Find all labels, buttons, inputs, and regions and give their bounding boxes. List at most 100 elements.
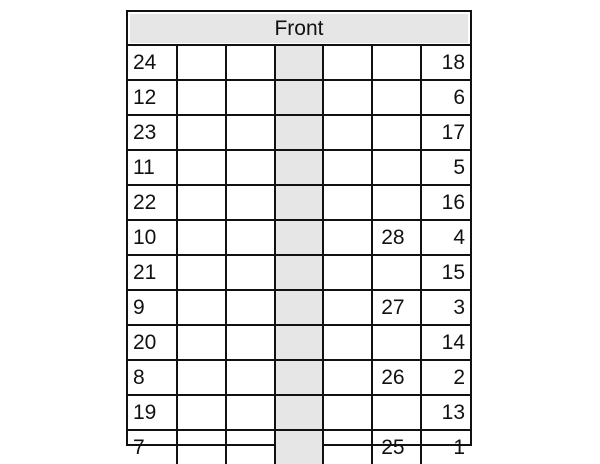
seat-cell: 15 — [420, 254, 470, 291]
seat-cell — [175, 149, 227, 186]
aisle-cell — [273, 184, 325, 221]
seat-row: 12 6 — [128, 79, 470, 116]
seat-cell — [175, 46, 227, 81]
seat-cell: 10 — [128, 219, 178, 256]
seat-cell — [322, 289, 374, 326]
seat-cell — [322, 114, 374, 151]
seat-cell — [224, 429, 276, 464]
aisle-cell — [273, 429, 325, 464]
seat-grid: 24 18 12 6 23 17 11 5 22 16 10 28 4 21 15 9 27 3 20 14 8 26 2 1… — [128, 46, 470, 464]
seat-cell: 9 — [128, 289, 178, 326]
seat-cell — [322, 359, 374, 396]
seat-cell — [224, 359, 276, 396]
seat-cell: 21 — [128, 254, 178, 291]
seat-cell — [175, 254, 227, 291]
seat-cell: 1 — [420, 429, 470, 464]
seat-cell — [175, 429, 227, 464]
seat-cell — [224, 219, 276, 256]
seat-cell — [322, 149, 374, 186]
seat-cell — [322, 46, 374, 81]
seat-cell — [175, 219, 227, 256]
seat-cell — [322, 79, 374, 116]
seat-cell: 16 — [420, 184, 470, 221]
aisle-cell — [273, 254, 325, 291]
seating-chart: Front 24 18 12 6 23 17 11 5 22 16 10 28 4 21 15 9 27 3 20 1… — [126, 10, 472, 464]
seat-cell: 24 — [128, 46, 178, 81]
seat-cell — [175, 324, 227, 361]
seat-row: 10 28 4 — [128, 219, 470, 256]
aisle-cell — [273, 79, 325, 116]
seat-cell: 20 — [128, 324, 178, 361]
seat-row: 24 18 — [128, 46, 470, 81]
seat-cell — [224, 289, 276, 326]
aisle-cell — [273, 149, 325, 186]
seat-cell — [322, 254, 374, 291]
seat-cell: 27 — [371, 289, 423, 326]
seat-cell — [224, 79, 276, 116]
seat-row: 11 5 — [128, 149, 470, 186]
seat-cell: 13 — [420, 394, 470, 431]
seat-row: 9 27 3 — [128, 289, 470, 326]
aisle-cell — [273, 114, 325, 151]
seat-row: 20 14 — [128, 324, 470, 361]
seat-cell: 4 — [420, 219, 470, 256]
seat-cell — [224, 114, 276, 151]
seat-cell — [322, 184, 374, 221]
seat-cell — [224, 254, 276, 291]
aisle-cell — [273, 394, 325, 431]
seat-cell: 7 — [128, 429, 178, 464]
aisle-cell — [273, 359, 325, 396]
seat-cell: 3 — [420, 289, 470, 326]
seat-row: 23 17 — [128, 114, 470, 151]
seat-row: 8 26 2 — [128, 359, 470, 396]
seat-cell — [175, 394, 227, 431]
seat-row: 7 25 1 — [128, 429, 470, 464]
seat-cell — [224, 184, 276, 221]
seat-cell: 22 — [128, 184, 178, 221]
aisle-cell — [273, 289, 325, 326]
aisle-cell — [273, 324, 325, 361]
seat-cell — [371, 394, 423, 431]
seat-cell: 12 — [128, 79, 178, 116]
seat-cell — [175, 359, 227, 396]
seat-cell: 23 — [128, 114, 178, 151]
aisle-cell — [273, 46, 325, 81]
seat-cell — [322, 394, 374, 431]
seat-cell — [224, 149, 276, 186]
seat-cell: 5 — [420, 149, 470, 186]
seat-cell — [371, 324, 423, 361]
seat-cell — [224, 324, 276, 361]
seat-cell — [371, 114, 423, 151]
seat-cell: 28 — [371, 219, 423, 256]
front-label: Front — [130, 14, 468, 43]
seat-cell: 17 — [420, 114, 470, 151]
seat-cell: 6 — [420, 79, 470, 116]
seat-cell — [371, 149, 423, 186]
seat-cell — [224, 394, 276, 431]
seat-cell: 11 — [128, 149, 178, 186]
seat-cell: 18 — [420, 46, 470, 81]
seat-row: 19 13 — [128, 394, 470, 431]
seat-cell — [371, 46, 423, 81]
seat-cell: 14 — [420, 324, 470, 361]
seat-cell — [322, 429, 374, 464]
seat-cell — [175, 184, 227, 221]
seat-cell — [322, 219, 374, 256]
seat-cell — [371, 184, 423, 221]
aisle-cell — [273, 219, 325, 256]
seat-cell: 8 — [128, 359, 178, 396]
seat-cell: 26 — [371, 359, 423, 396]
seat-cell — [175, 289, 227, 326]
seat-row: 22 16 — [128, 184, 470, 221]
seat-cell — [322, 324, 374, 361]
header-divider — [128, 44, 470, 46]
seat-cell — [175, 79, 227, 116]
seat-cell — [371, 254, 423, 291]
seat-cell: 25 — [371, 429, 423, 464]
seat-cell — [224, 46, 276, 81]
seat-cell: 2 — [420, 359, 470, 396]
seat-cell — [175, 114, 227, 151]
seat-cell: 19 — [128, 394, 178, 431]
seat-cell — [371, 79, 423, 116]
seat-row: 21 15 — [128, 254, 470, 291]
